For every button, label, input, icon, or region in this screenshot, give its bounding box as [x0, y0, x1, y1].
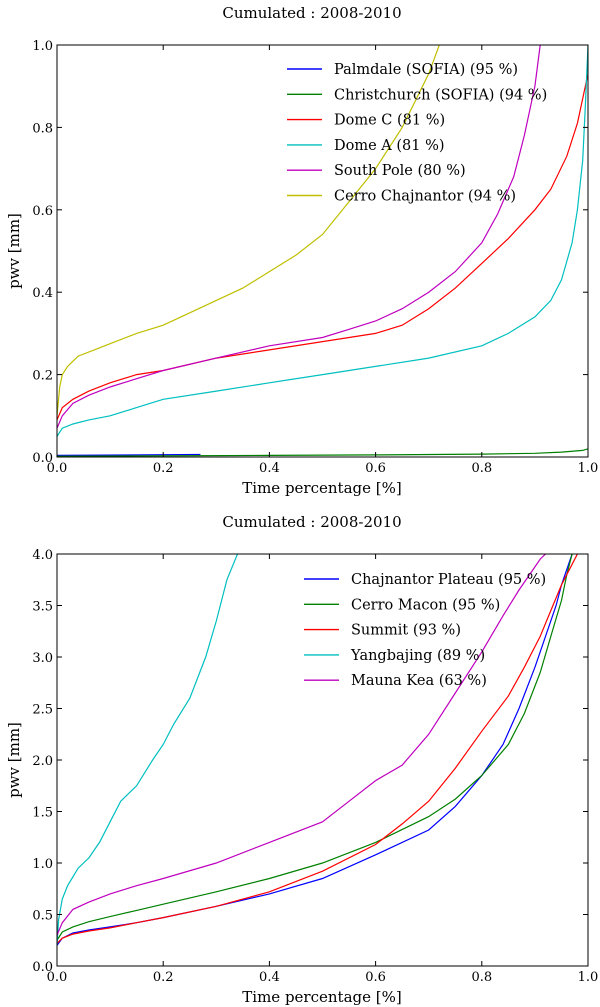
y-tick-label: 0.5	[32, 909, 53, 924]
x-tick-label: 1.0	[578, 461, 599, 476]
y-tick-label: 1.0	[32, 857, 53, 872]
series-line-4	[57, 45, 588, 437]
legend-label-1: Palmdale (SOFIA) (95 %)	[334, 62, 518, 78]
x-tick-label: 0.4	[259, 461, 280, 476]
x-tick-label: 0.8	[471, 461, 492, 476]
chart-2-title: Cumulated : 2008-2010	[222, 513, 401, 531]
x-tick-label: 0.2	[153, 461, 174, 476]
y-tick-label: 0.6	[32, 204, 53, 219]
y-tick-label: 0.4	[32, 286, 53, 301]
legend-label-5: Mauna Kea (63 %)	[351, 673, 487, 689]
y-tick-label: 3.0	[32, 651, 53, 666]
x-tick-label: 1.0	[578, 970, 599, 985]
series-line-3	[57, 554, 578, 944]
chart-1-ylabel: pwv [mm]	[5, 213, 23, 289]
series-line-1	[57, 554, 573, 946]
legend-label-1: Chajnantor Plateau (95 %)	[351, 572, 546, 588]
legend-label-3: Dome C (81 %)	[334, 113, 445, 129]
chart-2-frame	[56, 553, 589, 967]
x-tick-label: 0.4	[259, 970, 280, 985]
legend-label-2: Cerro Macon (95 %)	[351, 597, 500, 613]
x-tick-label: 0.0	[47, 970, 68, 985]
y-tick-label: 2.5	[32, 703, 53, 718]
chart-1-title: Cumulated : 2008-2010	[222, 4, 401, 22]
chart-1: Cumulated : 2008-2010 0.0 0.2 0.4 0.6 0.8 1.0…	[5, 4, 598, 497]
series-line-4	[57, 554, 239, 946]
chart-1-legend: Palmdale (SOFIA) (95 %) Christchurch (SOF…	[287, 62, 547, 205]
legend-label-3: Summit (93 %)	[351, 623, 461, 639]
chart-2-legend: Chajnantor Plateau (95 %) Cerro Macon (95…	[304, 572, 546, 689]
y-tick-label: 0.2	[32, 369, 53, 384]
y-tick-label: 1.0	[32, 39, 53, 54]
chart-1-frame	[56, 44, 589, 458]
chart-1-ticks: 0.0 0.2 0.4 0.6 0.8 1.0 0.0 0.2 0.4 0.6 0.8 1.0	[32, 39, 598, 476]
chart-2-xlabel: Time percentage [%]	[242, 988, 401, 1006]
legend-label-5: South Pole (80 %)	[334, 163, 466, 179]
legend-label-4: Dome A (81 %)	[334, 138, 445, 154]
chart-1-plot-area	[57, 45, 588, 457]
chart-2-ylabel: pwv [mm]	[5, 722, 23, 798]
series-line-3	[57, 73, 588, 421]
y-tick-label: 0.0	[32, 451, 53, 466]
y-tick-label: 4.0	[32, 548, 53, 563]
legend-label-2: Christchurch (SOFIA) (94 %)	[334, 87, 547, 103]
legend-label-4: Yangbajing (89 %)	[350, 648, 485, 664]
x-tick-label: 0.6	[365, 461, 386, 476]
chart-2-ticks: 0.0 0.2 0.4 0.6 0.8 1.0 0.0 0.5 1.0 1.5 2.0 2.5 3.0 3…	[32, 548, 598, 985]
series-line-5	[57, 45, 541, 429]
series-line-2	[57, 554, 573, 941]
x-tick-label: 0.8	[471, 970, 492, 985]
y-tick-label: 1.5	[32, 806, 53, 821]
series-line-5	[57, 554, 546, 936]
x-tick-label: 0.2	[153, 970, 174, 985]
y-tick-label: 0.8	[32, 121, 53, 136]
x-tick-label: 0.0	[47, 461, 68, 476]
y-tick-label: 2.0	[32, 754, 53, 769]
series-line-6	[57, 45, 440, 416]
chart-2-plot-area	[57, 554, 578, 946]
y-tick-label: 0.0	[32, 960, 53, 975]
x-tick-label: 0.6	[365, 970, 386, 985]
legend-label-6: Cerro Chajnantor (94 %)	[334, 189, 516, 205]
chart-2: Cumulated : 2008-2010 0.0 0.2 0.4 0.6 0.8 1.0…	[5, 513, 598, 1006]
series-line-1	[57, 453, 201, 456]
chart-1-xlabel: Time percentage [%]	[242, 479, 401, 497]
y-tick-label: 3.5	[32, 600, 53, 615]
